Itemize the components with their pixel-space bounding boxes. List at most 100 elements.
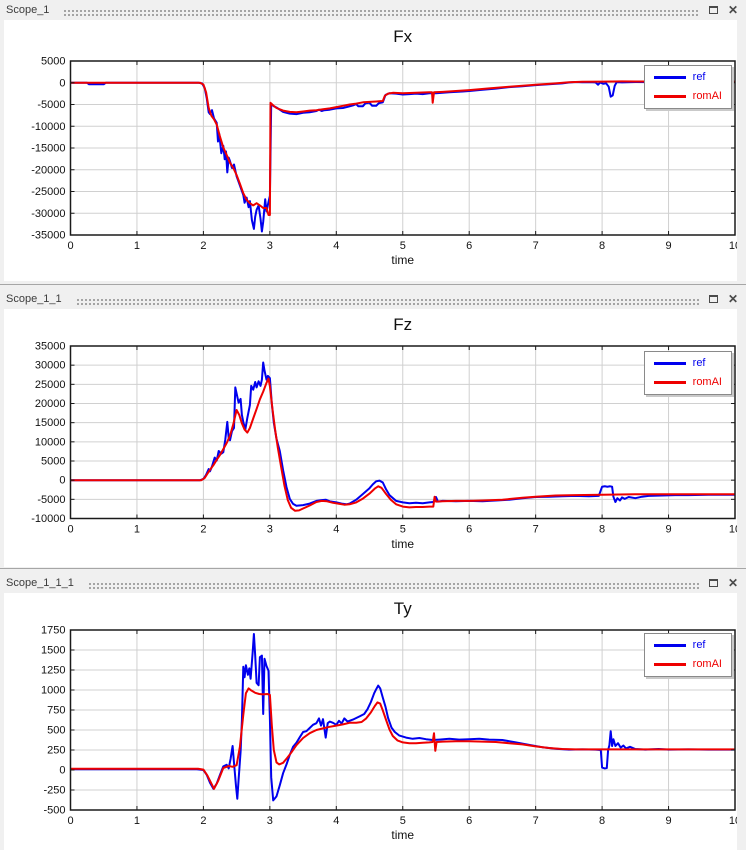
x-tick-label: 10 xyxy=(729,524,737,536)
y-tick-label: 1000 xyxy=(41,685,65,697)
plot-canvas[interactable]: 0 1 2 3 4 5 6 7 8 9 10 35000 30000 25000 20000 15000 100… xyxy=(4,309,737,567)
legend-entry-ref: ref xyxy=(653,639,722,651)
x-tick-label: 2 xyxy=(200,240,206,252)
y-tick-label: 0 xyxy=(59,765,65,777)
series-romAI xyxy=(70,80,735,216)
chart-fz[interactable]: Fz time 0 1 2 3 4 5 6 7 8 9 10 35000 30000 25000 20000 15… xyxy=(4,309,737,567)
x-tick-label: 4 xyxy=(333,815,339,827)
drag-handle-dots[interactable] xyxy=(63,7,699,16)
x-tick-label: 6 xyxy=(466,240,472,252)
x-tick-label: 4 xyxy=(333,240,339,252)
plot-canvas[interactable]: 0 1 2 3 4 5 6 7 8 9 10 5000 0 -5000 -10000 -15000 -20000… xyxy=(4,20,737,281)
legend: ref romAI xyxy=(643,65,732,109)
x-tick-label: 8 xyxy=(599,240,605,252)
window-divider xyxy=(0,284,746,285)
chart-title: Ty xyxy=(393,599,412,618)
close-icon[interactable]: ✕ xyxy=(727,3,738,17)
x-tick-label: 4 xyxy=(333,524,339,536)
legend-entry-romAI: romAI xyxy=(653,376,722,388)
x-tick-label: 0 xyxy=(67,815,73,827)
legend-line-sample xyxy=(653,381,686,384)
chart-fx[interactable]: Fx time 0 1 2 3 4 5 6 7 8 9 10 5000 0 -5000 -10000 -15000… xyxy=(4,20,737,281)
figure-area: Ty time 0 1 2 3 4 5 6 7 8 9 10 1750 1500 1250 1000 750 500… xyxy=(4,593,737,850)
x-tick-label: 7 xyxy=(533,815,539,827)
y-tick-label: 1750 xyxy=(41,625,65,637)
x-tick-label: 8 xyxy=(599,524,605,536)
y-tick-label: -20000 xyxy=(31,164,65,176)
y-tick-label: -35000 xyxy=(31,230,65,242)
legend-line-sample xyxy=(653,362,686,365)
x-tick-label: 3 xyxy=(267,815,273,827)
legend-line-sample xyxy=(653,76,686,79)
drag-handle-dots[interactable] xyxy=(87,580,699,589)
legend-entry-ref: ref xyxy=(653,357,722,369)
y-tick-label: -15000 xyxy=(31,143,65,155)
restore-icon[interactable] xyxy=(708,6,718,14)
legend-label: romAI xyxy=(692,658,722,670)
y-tick-label: -250 xyxy=(43,785,65,797)
y-tick-label: 750 xyxy=(47,705,65,717)
x-axis-label: time xyxy=(391,828,415,842)
x-axis-label: time xyxy=(391,537,415,551)
legend-line-sample xyxy=(653,95,686,98)
x-tick-label: 5 xyxy=(400,524,406,536)
close-icon[interactable]: ✕ xyxy=(727,576,738,590)
restore-icon[interactable] xyxy=(708,295,718,303)
y-tick-label: -30000 xyxy=(31,208,65,220)
legend-label: ref xyxy=(692,639,706,651)
titlebar[interactable]: Scope_1 ✕ xyxy=(0,0,746,20)
y-tick-label: 25000 xyxy=(35,379,66,391)
window-divider xyxy=(0,568,746,569)
x-tick-label: 3 xyxy=(267,524,273,536)
x-tick-label: 3 xyxy=(267,240,273,252)
y-tick-label: 5000 xyxy=(41,56,65,68)
drag-handle-dots[interactable] xyxy=(75,296,699,305)
y-tick-label: 30000 xyxy=(35,360,66,372)
x-tick-label: 7 xyxy=(533,240,539,252)
legend-label: ref xyxy=(692,71,706,83)
y-tick-label: 35000 xyxy=(35,341,66,353)
plot-canvas[interactable]: 0 1 2 3 4 5 6 7 8 9 10 1750 1500 1250 1000 750 500 250 0 -2… xyxy=(4,593,737,850)
y-tick-label: 15000 xyxy=(35,417,66,429)
x-tick-label: 5 xyxy=(400,815,406,827)
y-tick-label: 10000 xyxy=(35,436,66,448)
scope-window-2: Scope_1_1 ✕ Fz time 0 1 2 3 4 5 6 7 8 9 10 35000 30000… xyxy=(0,284,746,568)
y-tick-label: 1250 xyxy=(41,665,65,677)
y-tick-label: 1500 xyxy=(41,645,65,657)
chart-ty[interactable]: Ty time 0 1 2 3 4 5 6 7 8 9 10 1750 1500 1250 1000 750 500… xyxy=(4,593,737,850)
close-icon[interactable]: ✕ xyxy=(727,292,738,306)
legend-entry-romAI: romAI xyxy=(653,91,722,102)
y-tick-label: 0 xyxy=(59,77,65,89)
window-title: Scope_1_1_1 xyxy=(6,577,74,589)
legend-label: ref xyxy=(692,357,706,369)
legend: ref romAI xyxy=(643,633,732,677)
x-tick-label: 10 xyxy=(729,240,737,252)
y-tick-label: -10000 xyxy=(31,513,65,525)
x-tick-label: 2 xyxy=(200,524,206,536)
window-gap xyxy=(0,285,746,289)
restore-icon[interactable] xyxy=(708,579,718,587)
scope-window-1: Scope_1 ✕ Fx time 0 1 2 3 4 5 6 7 8 9 10 5000 0 -5000 -1… xyxy=(0,0,746,284)
x-tick-label: 1 xyxy=(134,240,140,252)
x-tick-label: 9 xyxy=(665,815,671,827)
x-tick-label: 6 xyxy=(466,524,472,536)
y-tick-label: 250 xyxy=(47,745,65,757)
x-tick-label: 1 xyxy=(134,815,140,827)
legend-entry-romAI: romAI xyxy=(653,658,722,670)
y-tick-label: -10000 xyxy=(31,121,65,133)
series-ref xyxy=(70,633,735,802)
scope-window-3: Scope_1_1_1 ✕ Ty time 0 1 2 3 4 5 6 7 8 9 10 1750 1500… xyxy=(0,568,746,850)
chart-title: Fx xyxy=(393,27,413,46)
legend-line-sample xyxy=(653,663,686,666)
y-tick-label: 0 xyxy=(59,475,65,487)
titlebar[interactable]: Scope_1_1_1 ✕ xyxy=(0,573,746,593)
y-tick-label: -25000 xyxy=(31,186,65,198)
x-tick-label: 9 xyxy=(665,240,671,252)
window-title: Scope_1 xyxy=(6,4,50,16)
legend-label: romAI xyxy=(692,376,722,388)
series-romAI xyxy=(70,377,735,512)
legend-entry-ref: ref xyxy=(653,71,722,83)
x-tick-label: 9 xyxy=(665,524,671,536)
x-tick-label: 0 xyxy=(67,524,73,536)
titlebar[interactable]: Scope_1_1 ✕ xyxy=(0,289,746,309)
